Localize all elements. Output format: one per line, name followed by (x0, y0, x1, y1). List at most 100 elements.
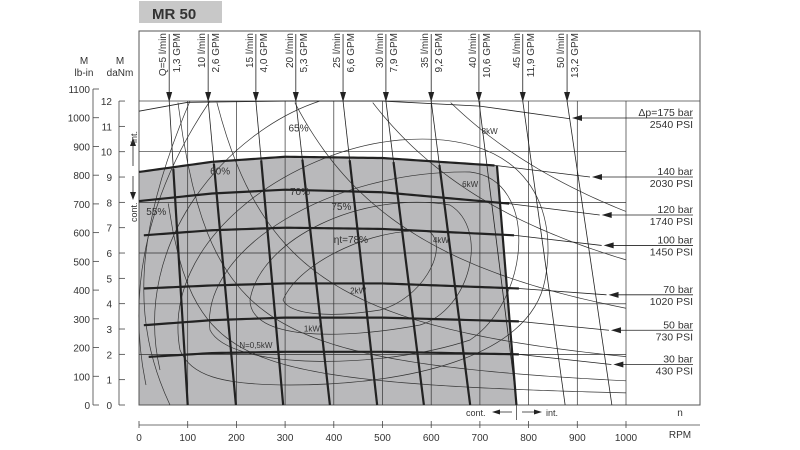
pressure-label-bar: 30 bar (663, 353, 693, 365)
arrow-left-icon (571, 115, 582, 121)
x-tick-label: 300 (277, 433, 294, 444)
x-tick-label: 1000 (615, 433, 638, 444)
power-curve (167, 203, 627, 394)
arrow-right-icon (534, 409, 542, 415)
pressure-label-psi: 1740 PSI (650, 216, 693, 228)
power-label: 4kW (433, 236, 449, 245)
pressure-label-psi: 2540 PSI (650, 119, 693, 131)
efficiency-contour (138, 100, 211, 386)
arrow-down-icon (166, 92, 173, 102)
efficiency-contour (282, 230, 437, 315)
lbin-tick-label: 200 (73, 344, 90, 355)
danm-tick-label: 0 (106, 401, 112, 412)
lbin-tick-label: 100 (73, 372, 90, 383)
flow-label-gpm: 7,9 GPM (389, 33, 400, 72)
arrow-down-icon (340, 92, 347, 102)
pressure-curve-continuous (143, 226, 515, 237)
power-curve (216, 102, 627, 357)
flow-line (566, 100, 613, 406)
arrow-down-icon (292, 92, 299, 102)
danm-tick-label: 1 (106, 376, 112, 387)
flow-line (522, 100, 566, 406)
pressure-label-bar: 120 bar (657, 204, 693, 216)
arrow-left-icon (601, 212, 612, 219)
flow-label-gpm: 9,2 GPM (434, 33, 445, 72)
power-label: 6kW (462, 180, 478, 189)
x-tick-label: 600 (423, 433, 440, 444)
x-axis-n-label: n (677, 408, 683, 419)
x-tick-label: 400 (325, 433, 342, 444)
pressure-curve-continuous (138, 188, 510, 205)
arrow-left-icon (603, 242, 614, 249)
power-label: 1kW (304, 325, 320, 334)
arrow-left-icon (613, 361, 624, 368)
arrow-up-icon (130, 138, 136, 146)
lbin-axis-title-m: M (80, 56, 88, 67)
flow-label-lmin: 20 l/min (285, 33, 296, 68)
danm-tick-label: 12 (101, 97, 113, 108)
plot-frame (138, 30, 701, 406)
pressure-curve-continuous (143, 282, 519, 290)
arrow-down-icon (382, 92, 389, 102)
lbin-tick-label: 400 (73, 286, 90, 297)
pressure-label-psi: 1020 PSI (650, 296, 693, 308)
lbin-tick-label: 500 (73, 257, 90, 268)
lbin-tick-label: 800 (73, 171, 90, 182)
arrow-down-icon (475, 92, 482, 102)
danm-tick-label: 4 (106, 300, 112, 311)
flow-label-gpm: 11,9 GPM (526, 33, 537, 77)
pressure-label-psi: 730 PSI (656, 331, 693, 343)
flow-label-gpm: 6,6 GPM (346, 33, 357, 72)
title-box (139, 1, 222, 23)
flow-label-lmin: 45 l/min (512, 33, 523, 68)
pressure-curve-continuous (138, 155, 495, 174)
efficiency-label: 65% (289, 123, 309, 134)
flow-label-gpm: 4,0 GPM (259, 33, 270, 72)
arrow-down-icon (519, 92, 526, 102)
x-tick-label: 100 (179, 433, 196, 444)
int-x-label: int. (546, 408, 558, 418)
danm-tick-label: 10 (101, 148, 113, 159)
power-label: 2kW (350, 287, 366, 296)
pressure-curve-continuous (143, 316, 519, 327)
efficiency-contour (154, 100, 321, 371)
pressure-label-psi: 2030 PSI (650, 178, 693, 190)
x-axis-title: RPM (669, 430, 691, 441)
efficiency-label: 75% (331, 202, 351, 213)
power-curve (294, 102, 627, 309)
lbin-tick-label: 1100 (68, 85, 90, 96)
flow-label-gpm: 10,6 GPM (482, 33, 493, 78)
arrow-down-icon (252, 92, 259, 102)
danm-tick-label: 9 (106, 173, 112, 184)
flow-label-lmin: 30 l/min (375, 33, 386, 68)
lbin-tick-label: 900 (73, 142, 90, 153)
lbin-tick-label: 0 (84, 401, 90, 412)
pressure-label-psi: 1450 PSI (650, 246, 693, 258)
x-tick-label: 900 (569, 433, 586, 444)
flow-label-lmin: 15 l/min (245, 33, 256, 68)
flow-label-gpm: 5,3 GPM (299, 33, 310, 72)
int-y-label: int. (129, 131, 139, 143)
efficiency-contour (143, 100, 191, 406)
pressure-label-bar: 70 bar (663, 284, 693, 296)
danm-tick-label: 7 (106, 224, 112, 235)
pressure-curve (138, 100, 571, 120)
flow-label-lmin: 10 l/min (197, 33, 208, 68)
lbin-axis-title-unit: lb-in (75, 68, 94, 79)
lbin-tick-label: 600 (73, 229, 90, 240)
lbin-tick-label: 1000 (68, 114, 91, 125)
pressure-label-bar: Δp=175 bar (638, 107, 693, 119)
danm-axis-title-unit: daNm (107, 68, 134, 79)
pressure-label-bar: 50 bar (663, 319, 693, 331)
x-tick-label: 0 (136, 433, 142, 444)
danm-tick-label: 3 (106, 325, 112, 336)
arrow-down-icon (205, 92, 212, 102)
danm-tick-label: 2 (106, 350, 112, 361)
arrow-left-icon (610, 327, 621, 334)
arrow-left-icon (492, 409, 500, 415)
power-curve (177, 102, 627, 382)
x-tick-label: 200 (228, 433, 245, 444)
x-tick-label: 500 (374, 433, 391, 444)
power-label: N=0,5kW (239, 341, 273, 350)
